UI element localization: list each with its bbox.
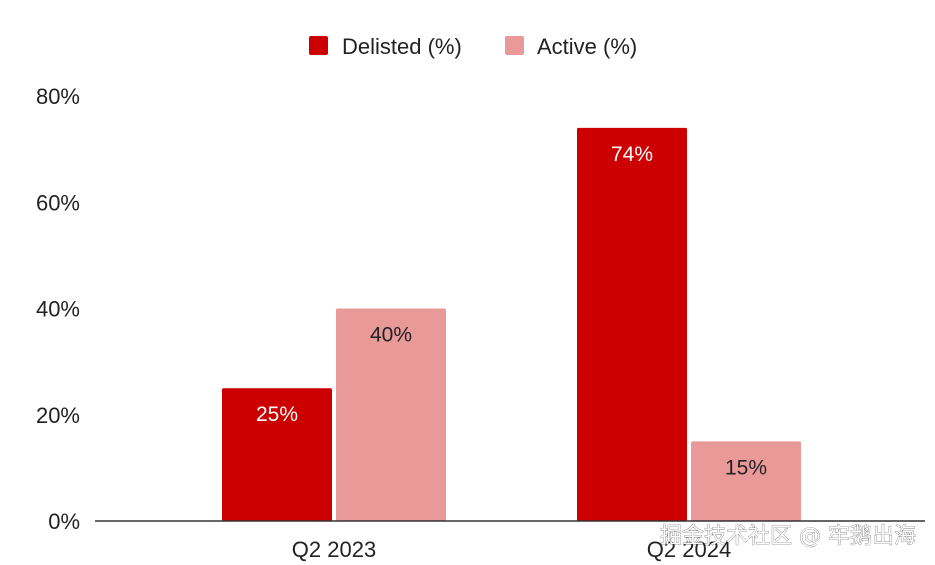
y-tick-label: 40% [36, 297, 80, 322]
chart-legend: Delisted (%) Active (%) [309, 34, 637, 59]
bar-active-1 [336, 308, 446, 521]
data-label: 15% [725, 456, 767, 479]
data-label: 25% [256, 403, 298, 426]
legend-swatch-1 [309, 36, 328, 55]
y-tick-label: 0% [48, 509, 80, 534]
y-tick-label: 20% [36, 403, 80, 428]
x-tick-label: Q2 2024 [647, 537, 731, 562]
bar-delisted-1 [222, 388, 332, 521]
bars: 25% 40% 74% 15% [222, 127, 801, 521]
y-tick-label: 60% [36, 190, 80, 215]
legend-swatch-2 [505, 36, 524, 55]
legend-label-1: Delisted (%) [342, 34, 462, 59]
x-axis-ticks: Q2 2023 Q2 2024 [292, 537, 731, 562]
data-label: 40% [370, 324, 412, 347]
bar-delisted-2 [577, 127, 687, 521]
legend-label-2: Active (%) [537, 34, 637, 59]
bar-active-2 [691, 441, 801, 521]
data-label: 74% [611, 143, 653, 166]
watermark-text: 掘金技术社区 @ 牢鹅出海 [660, 524, 916, 549]
y-axis-ticks: 0% 20% 40% 60% 80% [36, 84, 80, 534]
y-tick-label: 80% [36, 84, 80, 109]
x-tick-label: Q2 2023 [292, 537, 376, 562]
